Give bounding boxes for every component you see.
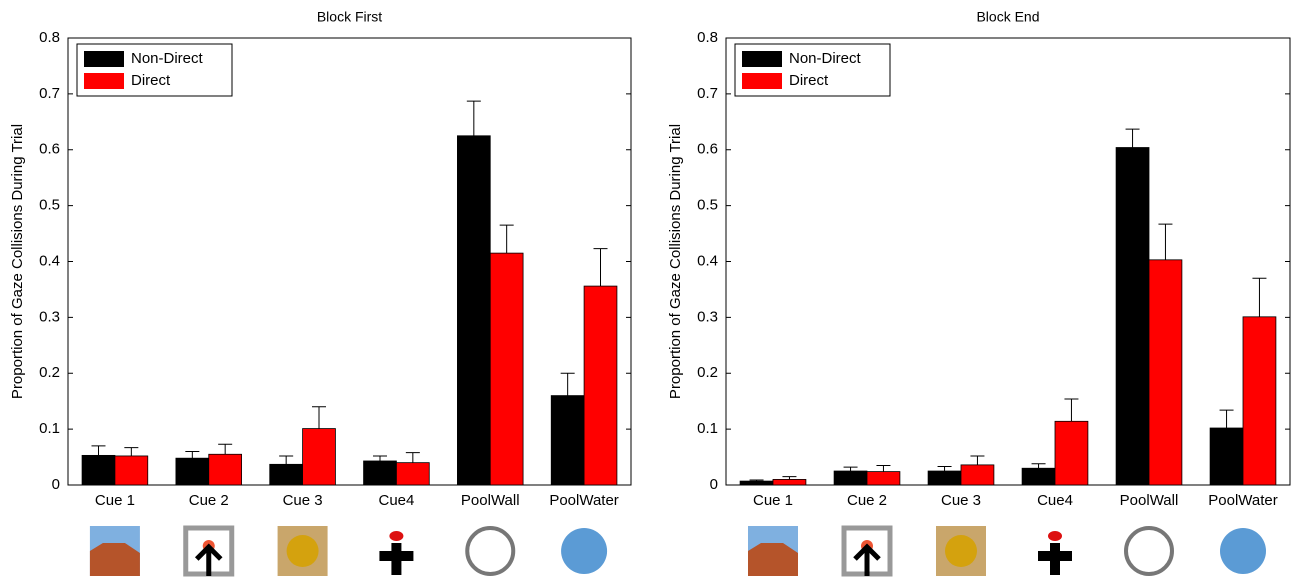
- y-tick-label: 0.5: [697, 197, 718, 214]
- bar: [1116, 148, 1149, 485]
- bar: [457, 136, 490, 485]
- icon: [1220, 528, 1266, 574]
- x-tick-label: Cue4: [1037, 492, 1073, 509]
- bar: [1210, 428, 1243, 485]
- y-tick-label: 0.8: [39, 29, 60, 46]
- y-tick-label: 0.1: [39, 420, 60, 437]
- bar: [1149, 260, 1182, 485]
- bar: [867, 472, 900, 485]
- bar: [584, 286, 617, 485]
- x-tick-label: Cue 2: [847, 492, 887, 509]
- icon: [389, 531, 403, 541]
- icon: [1048, 531, 1062, 541]
- y-tick-label: 0.3: [39, 308, 60, 325]
- bar: [490, 253, 523, 485]
- bar: [115, 456, 148, 485]
- x-tick-label: Cue 2: [189, 492, 229, 509]
- x-tick-label: Cue 1: [95, 492, 135, 509]
- y-tick-label: 0.4: [39, 252, 60, 269]
- x-tick-label: PoolWater: [549, 492, 618, 509]
- y-tick-label: 0.8: [697, 29, 718, 46]
- bar: [1055, 421, 1088, 485]
- bar: [176, 458, 209, 485]
- bar: [1022, 468, 1055, 485]
- y-tick-label: 0: [710, 476, 718, 493]
- y-tick-label: 0.2: [39, 364, 60, 381]
- y-tick-label: 0: [52, 476, 60, 493]
- bar: [1243, 317, 1276, 485]
- chart-title: Block First: [317, 9, 382, 25]
- bar: [396, 463, 429, 485]
- x-tick-label: PoolWater: [1208, 492, 1277, 509]
- y-axis-label: Proportion of Gaze Collisions During Tri…: [667, 124, 684, 399]
- bar: [834, 471, 867, 485]
- plot-area: [726, 38, 1290, 485]
- bar: [773, 479, 806, 485]
- y-tick-label: 0.1: [697, 420, 718, 437]
- bar: [740, 481, 773, 485]
- icon: [945, 535, 977, 567]
- y-tick-label: 0.6: [697, 141, 718, 158]
- figure: Block First Proportion of Gaze Collisions…: [0, 0, 1302, 578]
- icon: [379, 543, 413, 575]
- x-tick-label: PoolWall: [1120, 492, 1179, 509]
- bar: [364, 461, 397, 485]
- icon: [467, 528, 513, 574]
- legend-swatch: [84, 51, 124, 67]
- icon: [287, 535, 319, 567]
- legend-label: Non-Direct: [131, 50, 204, 67]
- x-tick-label: Cue 3: [941, 492, 981, 509]
- chart: Block End Proportion of Gaze Collisions D…: [667, 9, 1290, 509]
- x-tick-label: Cue 1: [753, 492, 793, 509]
- bar: [928, 471, 961, 485]
- bar: [209, 454, 242, 485]
- plot-area: [68, 38, 631, 485]
- bar: [82, 455, 115, 485]
- y-tick-label: 0.3: [697, 308, 718, 325]
- x-tick-label: Cue4: [378, 492, 414, 509]
- y-tick-label: 0.5: [39, 197, 60, 214]
- bar: [303, 429, 336, 485]
- chart: Block First Proportion of Gaze Collisions…: [9, 9, 631, 509]
- icon: [561, 528, 607, 574]
- legend-label: Direct: [789, 72, 829, 89]
- y-tick-label: 0.6: [39, 141, 60, 158]
- bar: [551, 396, 584, 485]
- x-tick-label: PoolWall: [461, 492, 520, 509]
- legend-swatch: [742, 51, 782, 67]
- chart-title: Block End: [976, 9, 1039, 25]
- y-tick-label: 0.2: [697, 364, 718, 381]
- legend-label: Direct: [131, 72, 171, 89]
- y-tick-label: 0.4: [697, 252, 718, 269]
- legend-swatch: [742, 73, 782, 89]
- bar: [270, 464, 303, 485]
- bar: [961, 465, 994, 485]
- icon: [1126, 528, 1172, 574]
- y-tick-label: 0.7: [39, 85, 60, 102]
- y-tick-label: 0.7: [697, 85, 718, 102]
- legend-swatch: [84, 73, 124, 89]
- icon: [1038, 543, 1072, 575]
- x-tick-label: Cue 3: [283, 492, 323, 509]
- legend-label: Non-Direct: [789, 50, 862, 67]
- y-axis-label: Proportion of Gaze Collisions During Tri…: [9, 124, 26, 399]
